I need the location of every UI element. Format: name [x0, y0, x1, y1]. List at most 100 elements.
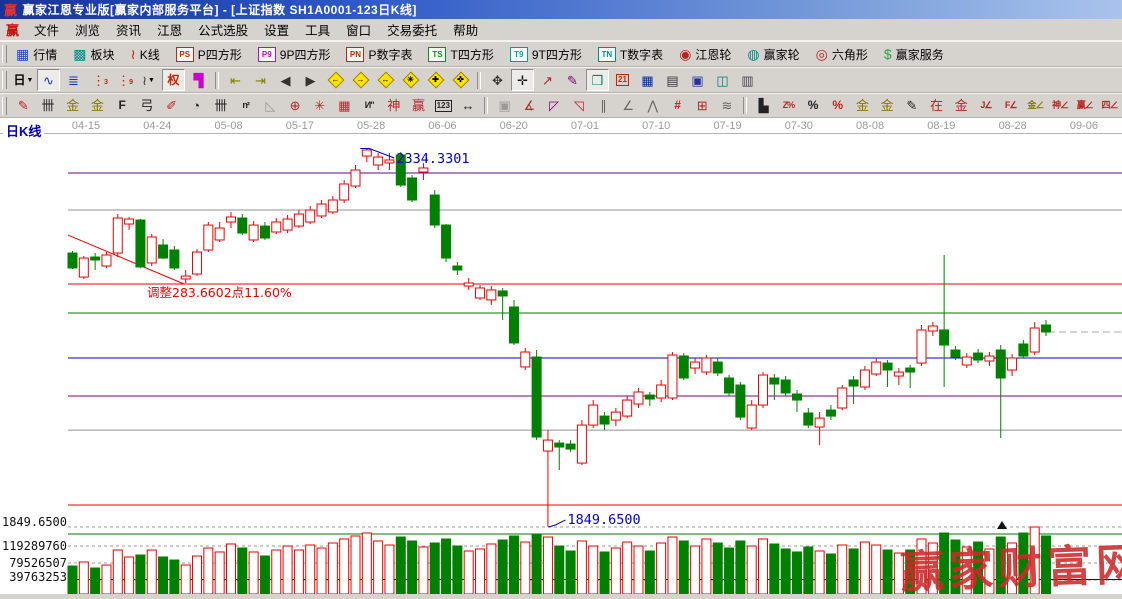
- menu-item-设置[interactable]: 设置: [264, 24, 290, 38]
- p-digit-table-button[interactable]: PN P数字表: [341, 44, 417, 65]
- overlay-mode-button[interactable]: ∿: [37, 69, 60, 91]
- info-board-button[interactable]: ≣: [62, 69, 85, 91]
- red-grid-box-button[interactable]: ⊞: [691, 95, 714, 117]
- winner-wheel-button[interactable]: ◍ 赢家轮: [742, 44, 804, 65]
- first-bar-button[interactable]: ⇤: [224, 69, 247, 91]
- set-square-button[interactable]: ◺: [259, 95, 282, 117]
- small-pen-button[interactable]: ✎: [901, 95, 924, 117]
- kline-button[interactable]: ≀ K线: [126, 44, 165, 65]
- gann-fan-button[interactable]: ∡: [518, 95, 541, 117]
- candle-style-button[interactable]: ≀ ▼: [137, 69, 160, 91]
- toolbar-grip[interactable]: [2, 45, 7, 63]
- kline-chart[interactable]: 04-15 04-24 05-08 05-17 05-28 06-06 06-20 07-01…: [0, 118, 1122, 599]
- price-ruler-button[interactable]: 卌: [37, 95, 60, 117]
- 9t-square-button[interactable]: T9 9T四方形: [505, 44, 587, 65]
- last-bar-button[interactable]: ⇥: [249, 69, 272, 91]
- pattern-tool-button[interactable]: ❒: [586, 69, 609, 91]
- menu-item-江恩[interactable]: 江恩: [157, 24, 183, 38]
- calculator-button[interactable]: ▦: [636, 69, 659, 91]
- export-web-button[interactable]: ◫: [711, 69, 734, 91]
- vol-profile-button[interactable]: ▜: [187, 69, 210, 91]
- gold-ruler-1-button[interactable]: 金: [61, 95, 84, 117]
- menu-item-交易委托[interactable]: 交易委托: [387, 24, 438, 38]
- percent-button[interactable]: %: [802, 95, 825, 117]
- compass-button[interactable]: ◔: [185, 95, 208, 117]
- text-tool-button[interactable]: ✎: [561, 69, 584, 91]
- candle-style-dropdown-icon[interactable]: ▼: [147, 76, 155, 84]
- t-digit-table-button[interactable]: TN T数字表: [593, 44, 668, 65]
- crosshair-tool-button[interactable]: ✛: [511, 69, 534, 91]
- rights-adjust-button[interactable]: 权: [162, 69, 185, 91]
- z-percent-button[interactable]: Z%: [777, 95, 800, 117]
- hand-tool-button[interactable]: ✥: [486, 69, 509, 91]
- chart-canvas[interactable]: 04-15 04-24 05-08 05-17 05-28 06-06 06-20 07-01…: [0, 118, 1122, 599]
- menu-item-工具[interactable]: 工具: [305, 24, 331, 38]
- gann-right-button[interactable]: →: [349, 69, 372, 91]
- trendline-tool-button[interactable]: ↗: [536, 69, 559, 91]
- 9p-square-button[interactable]: P9 9P四方形: [253, 44, 336, 65]
- bow-ruler-button[interactable]: 弓: [135, 95, 158, 117]
- ying-ruler-button[interactable]: 赢: [407, 95, 430, 117]
- parallel-lines-button[interactable]: ∥: [592, 95, 615, 117]
- t-square-button[interactable]: TS T四方形: [423, 44, 498, 65]
- red-grid-button[interactable]: #: [666, 95, 689, 117]
- star-grid-button[interactable]: ✳: [308, 95, 331, 117]
- memo-button[interactable]: ▤: [661, 69, 684, 91]
- menu-item-帮助[interactable]: 帮助: [453, 24, 479, 38]
- angle-line-button[interactable]: ∠: [617, 95, 640, 117]
- box-grid-button[interactable]: ▦: [333, 95, 356, 117]
- gann-wheel-button[interactable]: ◉ 江恩轮: [674, 44, 736, 65]
- hist-percent-button[interactable]: ▙: [752, 95, 775, 117]
- j-angle-button[interactable]: J∠: [975, 95, 998, 117]
- ma9-button[interactable]: ⋮ 9: [112, 69, 135, 91]
- prev-bar-button[interactable]: ◀: [274, 69, 297, 91]
- sectors-button[interactable]: ▩ 板块: [68, 44, 119, 65]
- gann-expand-button[interactable]: ✜: [449, 69, 472, 91]
- comb-ruler-button[interactable]: 卌: [210, 95, 233, 117]
- menu-item-公式选股[interactable]: 公式选股: [198, 24, 249, 38]
- ying-angle-button[interactable]: 赢∠: [1073, 95, 1096, 117]
- gann-hspan-button[interactable]: ↔: [374, 69, 397, 91]
- calendar-button[interactable]: 21: [611, 69, 634, 91]
- hspan-button[interactable]: ↔: [457, 95, 480, 117]
- gold-lines-button[interactable]: 金: [876, 95, 899, 117]
- gann-left-button[interactable]: ←: [324, 69, 347, 91]
- knife-ruler-button[interactable]: ✐: [160, 95, 183, 117]
- gann-pen-button[interactable]: ✎: [12, 95, 35, 117]
- ruler-123-button[interactable]: 123: [432, 95, 455, 117]
- title-bar[interactable]: 赢 赢家江恩专业版[赢家内部服务平台] - [上证指数 SH1A0001-123…: [0, 0, 1122, 19]
- save-button[interactable]: ▣: [686, 69, 709, 91]
- fan-box-red-button[interactable]: ◹: [567, 95, 590, 117]
- zai-lines-button[interactable]: 在: [925, 95, 948, 117]
- slant-lines-button[interactable]: ≋: [716, 95, 739, 117]
- hexagon-button[interactable]: ◎ 六角形: [811, 44, 873, 65]
- toolbar-grip[interactable]: [2, 96, 7, 115]
- n2-ruler-button[interactable]: n²: [234, 95, 257, 117]
- gann-star-button[interactable]: ✳: [399, 69, 422, 91]
- period-day-dropdown-icon[interactable]: ▼: [26, 76, 34, 84]
- next-bar-button[interactable]: ▶: [299, 69, 322, 91]
- toolbar-grip[interactable]: [2, 71, 7, 89]
- shen-angle-button[interactable]: 神∠: [1049, 95, 1072, 117]
- gann-cross-button[interactable]: ✚: [424, 69, 447, 91]
- si-angle-button[interactable]: 四∠: [1098, 95, 1121, 117]
- wave-mark-button[interactable]: И": [358, 95, 381, 117]
- percent-lines-button[interactable]: %: [826, 95, 849, 117]
- shen-ruler-button[interactable]: 神: [383, 95, 406, 117]
- menu-item-文件[interactable]: 文件: [34, 24, 60, 38]
- p-square-button[interactable]: PS P四方形: [171, 44, 247, 65]
- rect-zone-button[interactable]: ▣: [493, 95, 516, 117]
- zigzag-button[interactable]: ⋀: [642, 95, 665, 117]
- period-day-button[interactable]: 日 ▼: [12, 69, 35, 91]
- circle-cross-button[interactable]: ⊕: [284, 95, 307, 117]
- menu-item-窗口[interactable]: 窗口: [346, 24, 372, 38]
- winner-service-button[interactable]: $ 赢家服务: [879, 44, 949, 65]
- print-button[interactable]: ▥: [736, 69, 759, 91]
- f-angle-button[interactable]: F∠: [999, 95, 1022, 117]
- fan-box-purple-button[interactable]: ◸: [543, 95, 566, 117]
- ma3-button[interactable]: ⋮ 3: [87, 69, 110, 91]
- gold-circle-button[interactable]: 金: [851, 95, 874, 117]
- quotes-button[interactable]: ▦ 行情: [11, 44, 62, 65]
- f-ruler-button[interactable]: F: [111, 95, 134, 117]
- menu-item-资讯[interactable]: 资讯: [116, 24, 142, 38]
